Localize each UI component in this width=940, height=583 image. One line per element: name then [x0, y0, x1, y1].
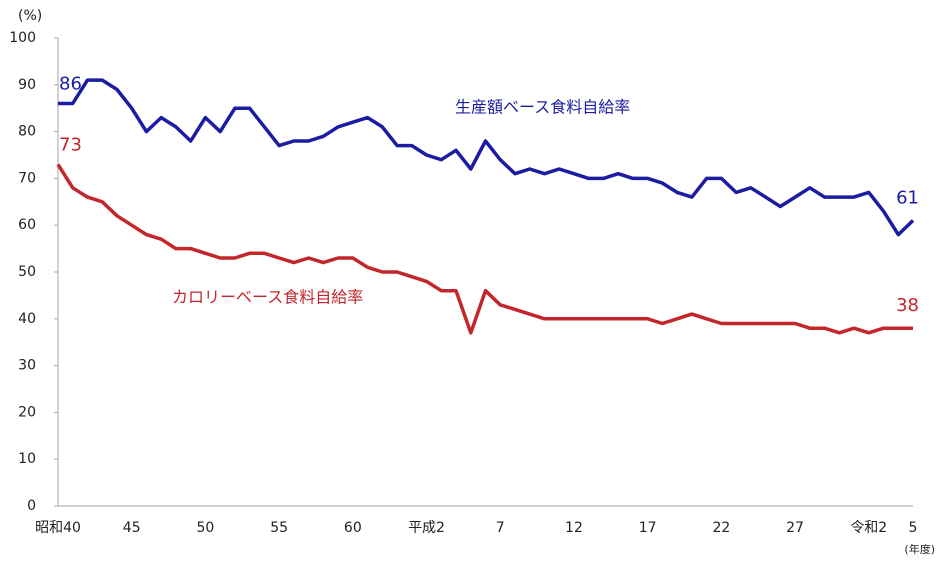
y-tick-label: 70: [18, 170, 36, 186]
y-axis-label: (%): [18, 8, 42, 24]
y-tick-label: 0: [27, 498, 36, 514]
x-tick-label: 60: [344, 520, 362, 536]
y-tick-label: 30: [18, 358, 36, 374]
x-tick-label: 平成2: [408, 520, 445, 536]
series-line: [56, 163, 913, 335]
y-tick-label: 60: [18, 217, 36, 233]
x-tick-label: 7: [496, 520, 505, 536]
series-name: カロリーベース食料自給率: [172, 288, 363, 307]
x-tick-label: 55: [270, 520, 288, 536]
y-tick-label: 80: [18, 124, 36, 140]
data-label: 86: [59, 74, 82, 95]
y-tick-label: 10: [18, 451, 36, 467]
x-tick-label: 22: [712, 520, 730, 536]
y-tick-label: 100: [9, 30, 36, 46]
x-tick-label: 45: [123, 520, 141, 536]
series-name: 生産額ベース食料自給率: [455, 98, 630, 117]
data-label: 73: [59, 134, 82, 155]
x-tick-label: 令和2: [850, 520, 887, 536]
x-tick-label: 12: [565, 520, 583, 536]
x-tick-label: 17: [639, 520, 657, 536]
x-axis-label: (年度): [904, 542, 935, 556]
y-tick-label: 40: [18, 311, 36, 327]
data-label: 38: [896, 295, 919, 316]
data-label: 61: [896, 188, 919, 209]
y-tick-label: 20: [18, 404, 36, 420]
y-tick-label: 90: [18, 77, 36, 93]
x-tick-label: 5: [909, 520, 918, 536]
x-tick-label: 50: [196, 520, 214, 536]
y-tick-label: 50: [18, 264, 36, 280]
x-tick-label: 27: [786, 520, 804, 536]
series-line: [58, 78, 915, 237]
x-tick-label: 昭和40: [35, 520, 81, 536]
